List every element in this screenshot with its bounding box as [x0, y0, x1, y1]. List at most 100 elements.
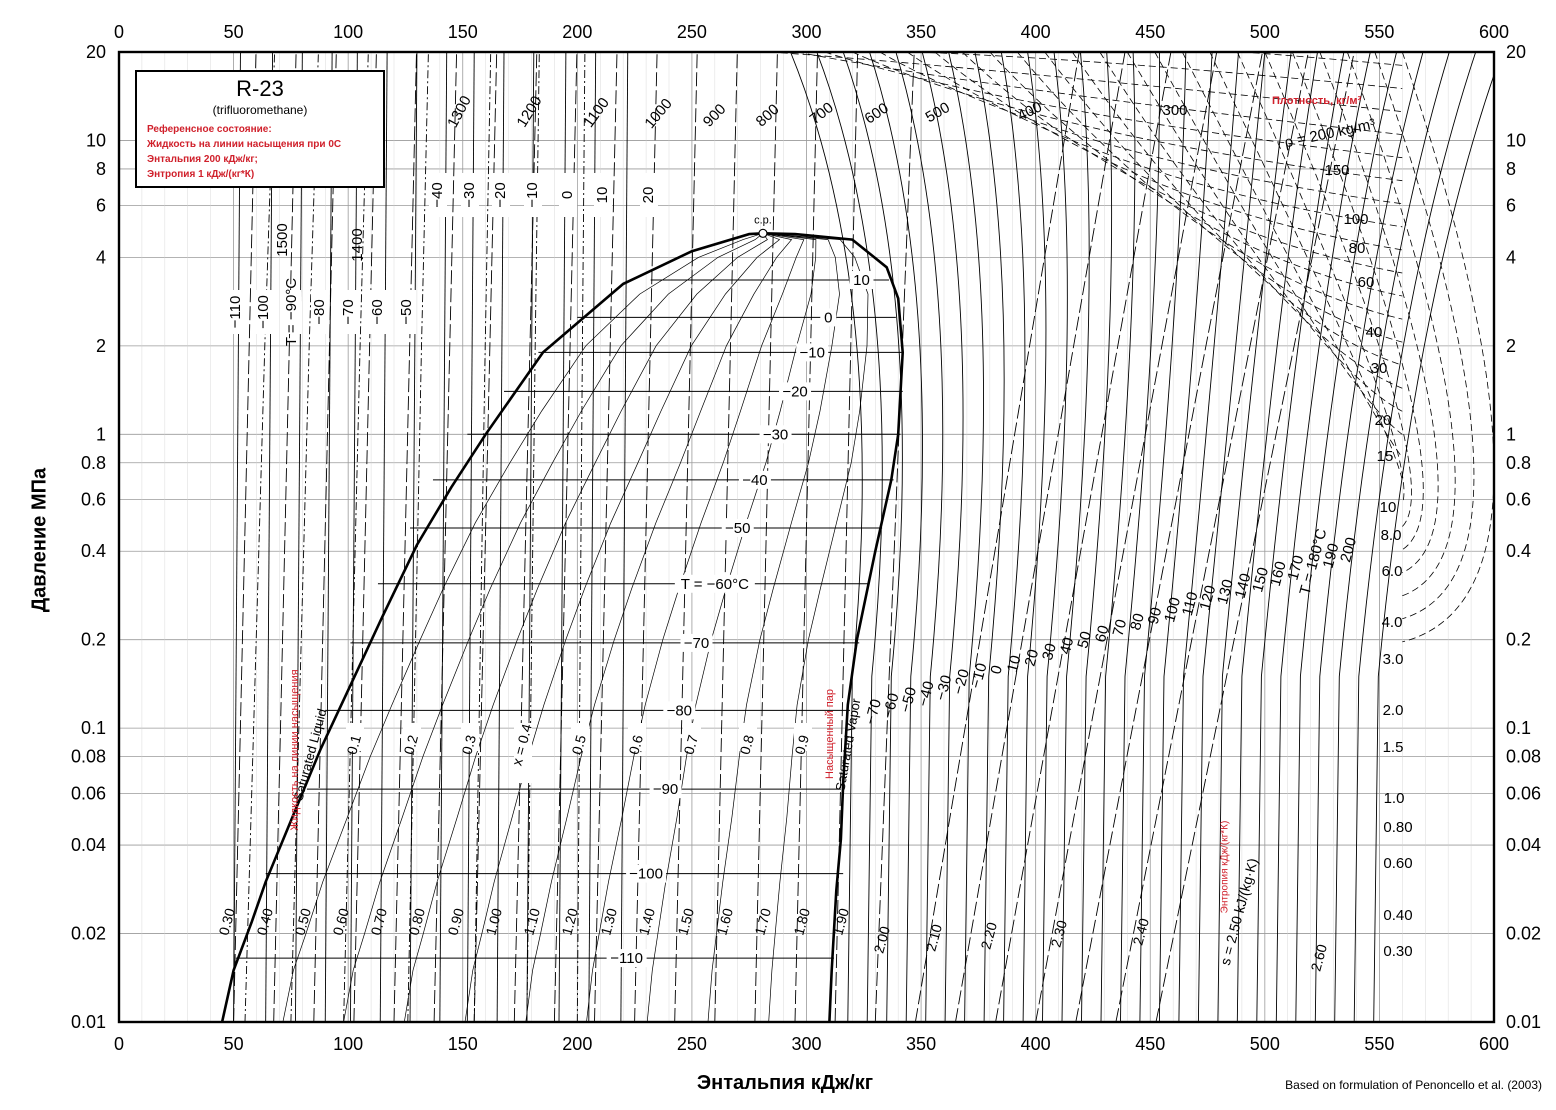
entropy-label: 0.90: [444, 906, 467, 937]
x-tick-label-bottom: 450: [1135, 1034, 1165, 1054]
x-tick-label-top: 550: [1364, 22, 1394, 42]
vapor-isotherm: [1295, 52, 1398, 1022]
liquid-isotherm-label: −110: [227, 296, 244, 329]
isotherm-label-bg: [849, 271, 874, 290]
x-tick-label-top: 600: [1479, 22, 1509, 42]
density-curve: [1099, 52, 1403, 389]
critical-point-marker: [758, 228, 768, 238]
entropy-label: 1.00: [482, 906, 505, 937]
vapor-isotherm-label: −60: [880, 691, 903, 720]
vapor-isotherm: [1139, 52, 1187, 1022]
liquid-isotherm-label: −20: [492, 182, 509, 207]
reference-state-line: Референсное состояние:: [147, 124, 272, 135]
label-bg: [346, 723, 364, 751]
isotherm-label: −50: [725, 520, 750, 537]
y-tick-label-right: 0.8: [1506, 453, 1531, 473]
density-curve: [290, 52, 319, 1022]
label-bg: [492, 173, 510, 217]
liquid-isotherm-label: 0: [559, 191, 576, 199]
density-label: 6.0: [1382, 563, 1403, 580]
isotherm-label: 0: [824, 309, 832, 326]
density-curve: [343, 52, 369, 1022]
x-tick-label-top: 300: [791, 22, 821, 42]
vapor-isotherm: [1178, 52, 1239, 1022]
y-tick-label-right: 0.06: [1506, 783, 1541, 803]
x-tick-label-bottom: 300: [791, 1034, 821, 1054]
label-bg: [739, 723, 757, 751]
density-curve: [1181, 52, 1403, 458]
isotherm-label: −80: [667, 702, 692, 719]
quality-label: 0.6: [626, 733, 647, 756]
quality-line: [282, 232, 764, 1022]
density-label: 1200: [513, 93, 545, 130]
vapor-isotherm: [1022, 52, 1047, 1022]
vapor-isotherm-label: 160: [1267, 560, 1290, 589]
vapor-isotherm-label: 190: [1320, 542, 1343, 571]
liquid-isotherm-label: −30: [461, 182, 478, 207]
y-tick-label-left: 0.08: [71, 747, 106, 767]
x-tick-label-top: 0: [114, 22, 124, 42]
y-tick-label-right: 10: [1506, 130, 1526, 150]
x-tick-label-bottom: 200: [562, 1034, 592, 1054]
vapor-isotherm: [1334, 52, 1450, 1022]
liquid-isotherm-label: −10: [524, 182, 541, 207]
isotherm-label-bg: [738, 470, 771, 489]
y-tick-label-right: 2: [1506, 336, 1516, 356]
vapor-isotherm-label: 50: [1074, 630, 1095, 651]
x-tick-label-top: 400: [1021, 22, 1051, 42]
density-curve: [576, 52, 586, 1022]
density-label: 40: [1366, 324, 1383, 341]
label-bg: [628, 723, 646, 751]
y-tick-label-left: 4: [96, 247, 106, 267]
y-tick-label-left: 0.04: [71, 835, 106, 855]
density-label: 30: [1371, 360, 1388, 377]
density-curve: [824, 52, 1403, 159]
density-label: 0.80: [1383, 819, 1412, 836]
density-curve: [797, 52, 1403, 135]
liquid-isotherm: [265, 52, 273, 1022]
vapor-isotherm-label: 100: [1161, 596, 1184, 625]
y-tick-label-right: 8: [1506, 159, 1516, 179]
y-tick-label-left: 0.4: [81, 541, 106, 561]
label-bg: [398, 290, 416, 334]
density-label: 0.30: [1383, 943, 1412, 960]
density-label: 20: [1375, 412, 1392, 429]
density-curve: [1374, 52, 1475, 620]
density-curve: [989, 52, 1403, 297]
liquid-isotherm: [350, 52, 358, 1022]
entropy-line: [754, 52, 778, 1022]
density-label: 15: [1377, 448, 1394, 465]
liquid-isotherm-label: −80: [311, 299, 328, 324]
isotherm-label: −20: [782, 383, 807, 400]
quality-line: [586, 232, 805, 1022]
entropy-label: 0.70: [367, 906, 390, 937]
label-bg: [227, 290, 245, 334]
vapor-isotherm: [816, 52, 883, 1022]
liquid-isotherm-label: T = −90°C: [283, 278, 300, 346]
vapor-isotherm: [1120, 52, 1160, 1022]
vapor-isotherm: [948, 52, 984, 1022]
isotherm-label: −30: [763, 426, 788, 443]
quality-line: [646, 232, 817, 1022]
quality-label: 0.5: [569, 733, 590, 756]
entropy-label: 1.50: [674, 906, 697, 937]
density-label: 100: [1343, 211, 1368, 228]
vapor-isotherm: [895, 52, 944, 1022]
density-curve: [1319, 52, 1439, 574]
vapor-isotherm: [1275, 52, 1371, 1022]
vapor-isotherm-label: 200: [1337, 536, 1360, 565]
y-tick-label-left: 6: [96, 196, 106, 216]
x-tick-label-top: 350: [906, 22, 936, 42]
isotherm-label-bg: [796, 343, 829, 362]
liquid-isotherm: [379, 52, 388, 1022]
entropy-label: 1.40: [635, 906, 658, 937]
label-bg: [524, 173, 542, 217]
vapor-isotherm-label: −20: [950, 667, 973, 696]
entropy-line: [714, 52, 738, 1022]
density-label: 1400: [349, 228, 366, 261]
x-tick-label-bottom: 500: [1250, 1034, 1280, 1054]
liquid-isotherm: [324, 52, 333, 1022]
liquid-isotherm-label: −100: [255, 295, 272, 329]
plot-frame: [117, 50, 1496, 1024]
density-label: 1100: [580, 95, 613, 131]
